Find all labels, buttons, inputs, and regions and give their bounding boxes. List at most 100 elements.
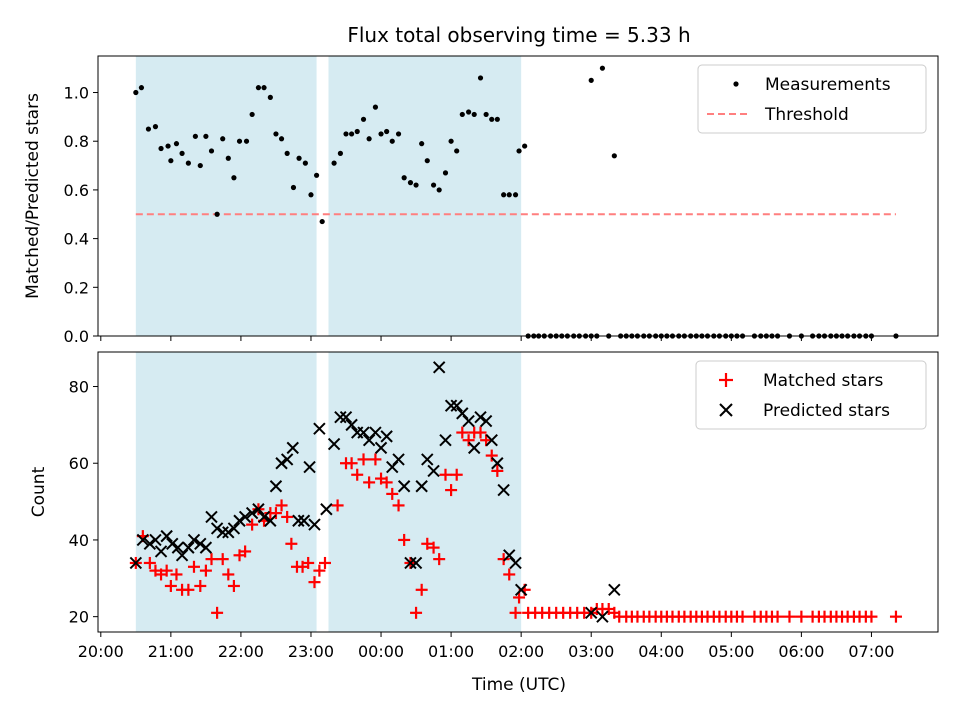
measurement-point [401,175,407,181]
matched-star-point [308,576,321,589]
predicted-star-point [357,426,370,439]
top-x-ticks [100,336,872,341]
matched-star-point [246,518,259,531]
predicted-star-point [392,453,405,466]
matched-star-point [281,510,294,523]
predicted-star-point [608,583,621,597]
predicted-star-point [129,556,143,570]
predicted-star-point [345,418,358,432]
matched-star-point [513,591,526,604]
measurement-point [343,131,349,137]
matched-star-point [363,476,376,489]
top-shaded-intervals [135,56,522,336]
predicted-star-point [308,518,321,531]
predicted-star-point [149,533,162,547]
x-tick-label: 20:00 [78,642,124,661]
measurement-point [165,143,171,149]
matched-star-point [269,507,282,520]
measurement-point [442,170,449,176]
legend-matched-label: Matched stars [763,371,883,391]
measurement-point [389,138,395,144]
predicted-star-point [474,410,487,424]
predicted-star-point [380,430,393,443]
matched-star-point [392,499,405,512]
measurement-point [302,160,308,166]
measurement-point [522,143,528,149]
measurement-point [360,116,367,122]
measurement-point [197,162,203,169]
measurement-point [214,211,220,217]
y-tick-label: 80 [69,378,89,397]
shaded-interval-2 [328,56,522,336]
y-tick-label: 1.0 [64,84,89,103]
measurement-point [483,111,489,118]
predicted-star-point [233,514,246,527]
measurement-point [179,150,185,156]
bottom-x-ticks: 20:00 21:00 22:00 23:00 00:00 01:00 02:00 03:00… [78,632,894,661]
measurement-point [372,104,379,110]
predicted-star-point [334,410,347,424]
matched-star-point [285,537,298,550]
measurement-point [466,109,472,115]
matched-star-point [345,457,358,470]
measurement-point [225,155,231,161]
x-tick-label: 04:00 [638,642,684,661]
matched-star-point [474,426,487,439]
measurement-point [296,155,302,161]
y-tick-label: 60 [69,454,89,473]
predicted-star-point [327,437,341,451]
matched-star-point [450,468,463,481]
bottom-axes-frame [97,351,939,633]
x-tick-label: 21:00 [148,642,194,661]
measurement-point [407,180,414,186]
predicted-star-point [154,545,168,558]
predicted-star-point [374,441,388,455]
predicted-star-point [397,480,411,493]
matched-star-point [160,564,173,577]
predicted-star-point [479,414,493,428]
matched-star-point [386,487,399,500]
measurement-point [255,85,262,91]
y-tick-label: 0.2 [64,278,89,297]
predicted-star-point [136,533,150,547]
measurement-point [471,111,477,118]
measurement-point [243,138,250,144]
predicted-star-point [404,556,417,570]
matched-star-point [222,568,235,581]
x-tick-label: 22:00 [218,642,264,661]
measurement-point [489,116,495,122]
legend-threshold-label: Threshold [764,105,849,125]
predicted-star-point [427,464,440,478]
matched-star-point [889,610,902,623]
measurement-point [599,65,606,71]
matched-star-point [456,426,469,439]
measurement-point [185,160,191,166]
predicted-star-point [313,422,326,435]
measurement-point [506,192,512,198]
measurement-point [494,116,500,122]
predicted-stars-layer [129,361,621,623]
matched-star-point [736,610,749,623]
top-y-axis-label: Matched/Predicted stars [23,93,43,299]
matched-star-point [771,610,784,623]
matched-star-point [211,606,224,619]
shaded-interval-1 [135,352,317,632]
measurement-point [354,128,360,135]
predicted-star-point [280,453,294,466]
measurement-point [413,182,419,188]
legend-predicted-marker [719,403,733,417]
measurement-point [424,158,430,164]
top-y-ticks: 0.0 0.2 0.4 0.6 0.8 1.0 [64,84,98,346]
matched-star-point [143,556,156,569]
x-axis-label: Time (UTC) [471,675,566,695]
measurement-point [267,94,273,100]
matched-star-point [313,564,326,577]
predicted-star-point [171,541,185,554]
predicted-star-point [187,533,201,547]
measurement-point [138,85,145,91]
matched-star-point [227,579,240,592]
top-panel: 0.0 0.2 0.4 0.6 0.8 1.0 Matched/Predicted sta… [23,55,939,346]
predicted-star-point [509,556,522,570]
matched-star-point [503,568,516,581]
matched-star-point [187,560,200,573]
